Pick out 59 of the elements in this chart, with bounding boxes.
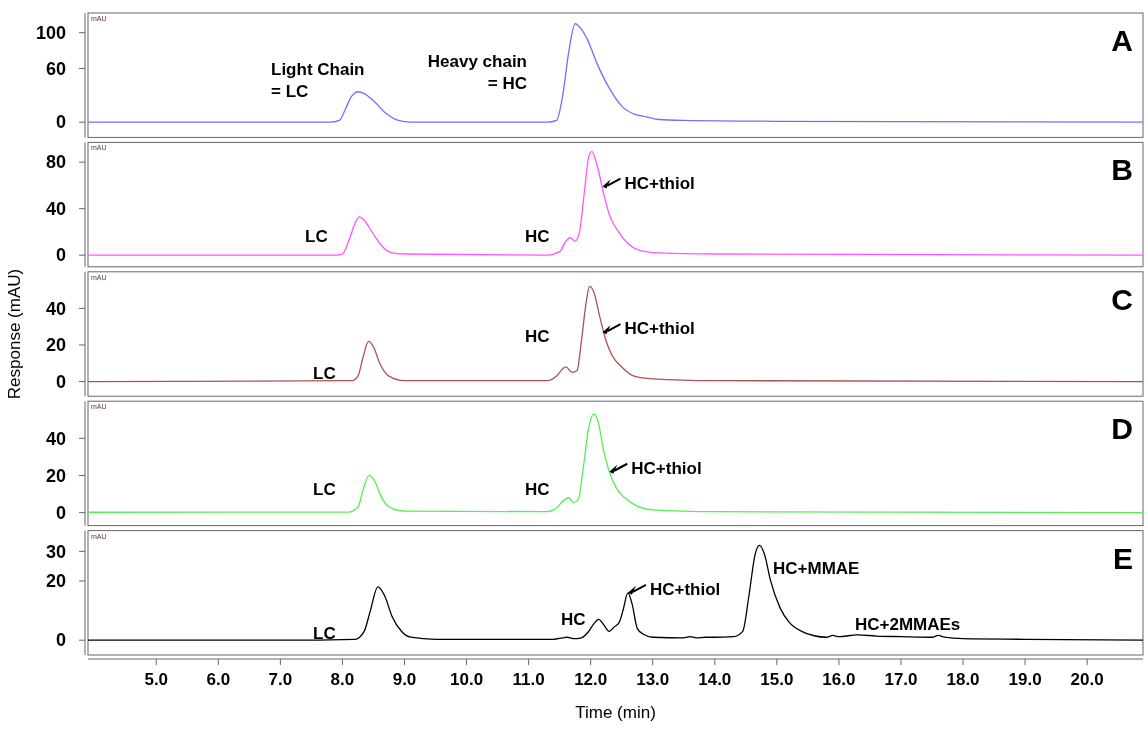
x-tick-label: 12.0 bbox=[574, 670, 608, 689]
y-tick-label: 60 bbox=[45, 58, 66, 79]
annotation: LC bbox=[313, 623, 336, 643]
annotation: HC bbox=[525, 326, 550, 346]
x-tick-label: 11.0 bbox=[512, 670, 545, 689]
annotation: HC+thiol bbox=[624, 319, 695, 339]
annotation: HC+MMAE bbox=[773, 558, 860, 578]
y-tick-label: 0 bbox=[55, 371, 66, 392]
line-series bbox=[88, 151, 1143, 256]
x-tick-label: 7.0 bbox=[268, 670, 293, 689]
annotation: LC bbox=[305, 227, 328, 247]
x-tick-label: 6.0 bbox=[206, 670, 231, 689]
annotation: HC bbox=[561, 609, 586, 629]
x-tick-label: 16.0 bbox=[822, 670, 856, 689]
y-axis-title: Response (mAU) bbox=[5, 268, 24, 400]
y-tick-label: 20 bbox=[45, 571, 66, 592]
x-tick-label: 18.0 bbox=[946, 670, 980, 689]
x-tick-label: 13.0 bbox=[636, 670, 670, 689]
x-tick-label: 8.0 bbox=[330, 670, 355, 689]
annotation: HC+thiol bbox=[631, 458, 702, 478]
y-tick-label: 40 bbox=[45, 428, 66, 449]
annotation: HC bbox=[525, 480, 550, 500]
y-tick-label: 40 bbox=[45, 298, 66, 319]
chart-title: E bbox=[1112, 541, 1133, 575]
x-axis-title: Time (min) bbox=[575, 703, 656, 722]
chart-title: B bbox=[1111, 153, 1133, 187]
line-series bbox=[88, 285, 1143, 383]
annotation: HC+thiol bbox=[649, 579, 721, 599]
annotation: Light Chain = LC bbox=[271, 60, 365, 102]
x-tick-label: 15.0 bbox=[760, 670, 794, 689]
y-tick-label: 20 bbox=[45, 465, 66, 486]
y-tick-label: 0 bbox=[55, 630, 66, 651]
y-tick-label: 0 bbox=[55, 245, 66, 266]
y-tick-label: 80 bbox=[45, 152, 66, 173]
line-series bbox=[88, 413, 1143, 514]
y-tick-label: 0 bbox=[55, 502, 66, 523]
annotation: LC bbox=[313, 363, 336, 383]
x-tick-label: 10.0 bbox=[450, 670, 484, 689]
x-tick-label: 9.0 bbox=[392, 670, 417, 689]
annotation: HC+thiol bbox=[624, 173, 695, 193]
chart-title: D bbox=[1111, 412, 1133, 446]
annotation: HC bbox=[525, 227, 550, 247]
annotation: Heavy chain = HC bbox=[427, 52, 527, 94]
y-tick-label: 20 bbox=[45, 335, 66, 356]
y-tick-label: 30 bbox=[45, 541, 66, 562]
line-series bbox=[88, 544, 1143, 641]
chart-title: C bbox=[1111, 282, 1133, 316]
x-tick-label: 5.0 bbox=[144, 670, 169, 689]
x-tick-label: 19.0 bbox=[1008, 670, 1042, 689]
y-tick-label: 40 bbox=[45, 198, 66, 219]
annotation: LC bbox=[313, 480, 336, 500]
chart-title: A bbox=[1111, 24, 1133, 57]
y-tick-label: 0 bbox=[55, 112, 66, 133]
annotation: HC+2MMAEs bbox=[855, 614, 961, 634]
x-tick-label: 14.0 bbox=[698, 670, 732, 689]
y-tick-label: 100 bbox=[35, 22, 66, 43]
line-series bbox=[88, 23, 1143, 123]
x-tick-label: 20.0 bbox=[1070, 670, 1104, 689]
x-tick-label: 17.0 bbox=[884, 670, 918, 689]
